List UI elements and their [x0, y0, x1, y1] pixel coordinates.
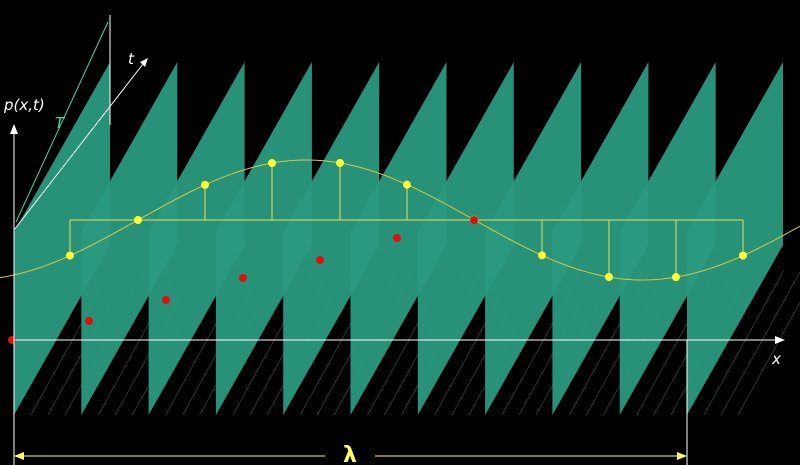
lambda-label: λ [343, 443, 357, 465]
yellow-dot [268, 159, 276, 168]
yellow-dot [201, 180, 209, 189]
red-dot [316, 256, 324, 264]
plane [283, 62, 380, 415]
lambda-arrow [677, 452, 687, 460]
red-dot [470, 216, 478, 224]
red-dot [393, 234, 401, 242]
t-axis [13, 63, 144, 231]
sine-curve [0, 159, 800, 281]
plane [148, 62, 245, 415]
red-dot [162, 296, 170, 304]
red-dot [85, 317, 93, 325]
period-label: T [55, 114, 66, 132]
plane [81, 62, 178, 415]
x-arrow [775, 336, 785, 344]
yellow-dot [134, 216, 142, 224]
yellow-dot [66, 251, 74, 260]
red-dot [239, 274, 247, 282]
yellow-dot [605, 273, 613, 282]
x-label: x [771, 350, 781, 368]
plane [417, 62, 514, 415]
plane [552, 62, 649, 415]
t-arrow [140, 58, 148, 67]
yellow-dot [403, 180, 411, 189]
yellow-dot [739, 251, 747, 260]
plane-line [703, 269, 785, 416]
plane-line [720, 271, 800, 416]
plane [485, 62, 582, 415]
t-label: t [128, 50, 135, 68]
p-arrow [10, 124, 18, 134]
plane [14, 62, 110, 415]
lambda-arrow [14, 452, 24, 460]
p-label: p(x,t) [3, 96, 45, 114]
yellow-dot [672, 273, 680, 282]
period-arrow [15, 21, 109, 223]
yellow-dot [538, 251, 546, 260]
plane [619, 62, 716, 415]
plane [687, 62, 783, 415]
plane [215, 62, 312, 415]
yellow-dot [336, 158, 344, 167]
wave [0, 158, 800, 344]
